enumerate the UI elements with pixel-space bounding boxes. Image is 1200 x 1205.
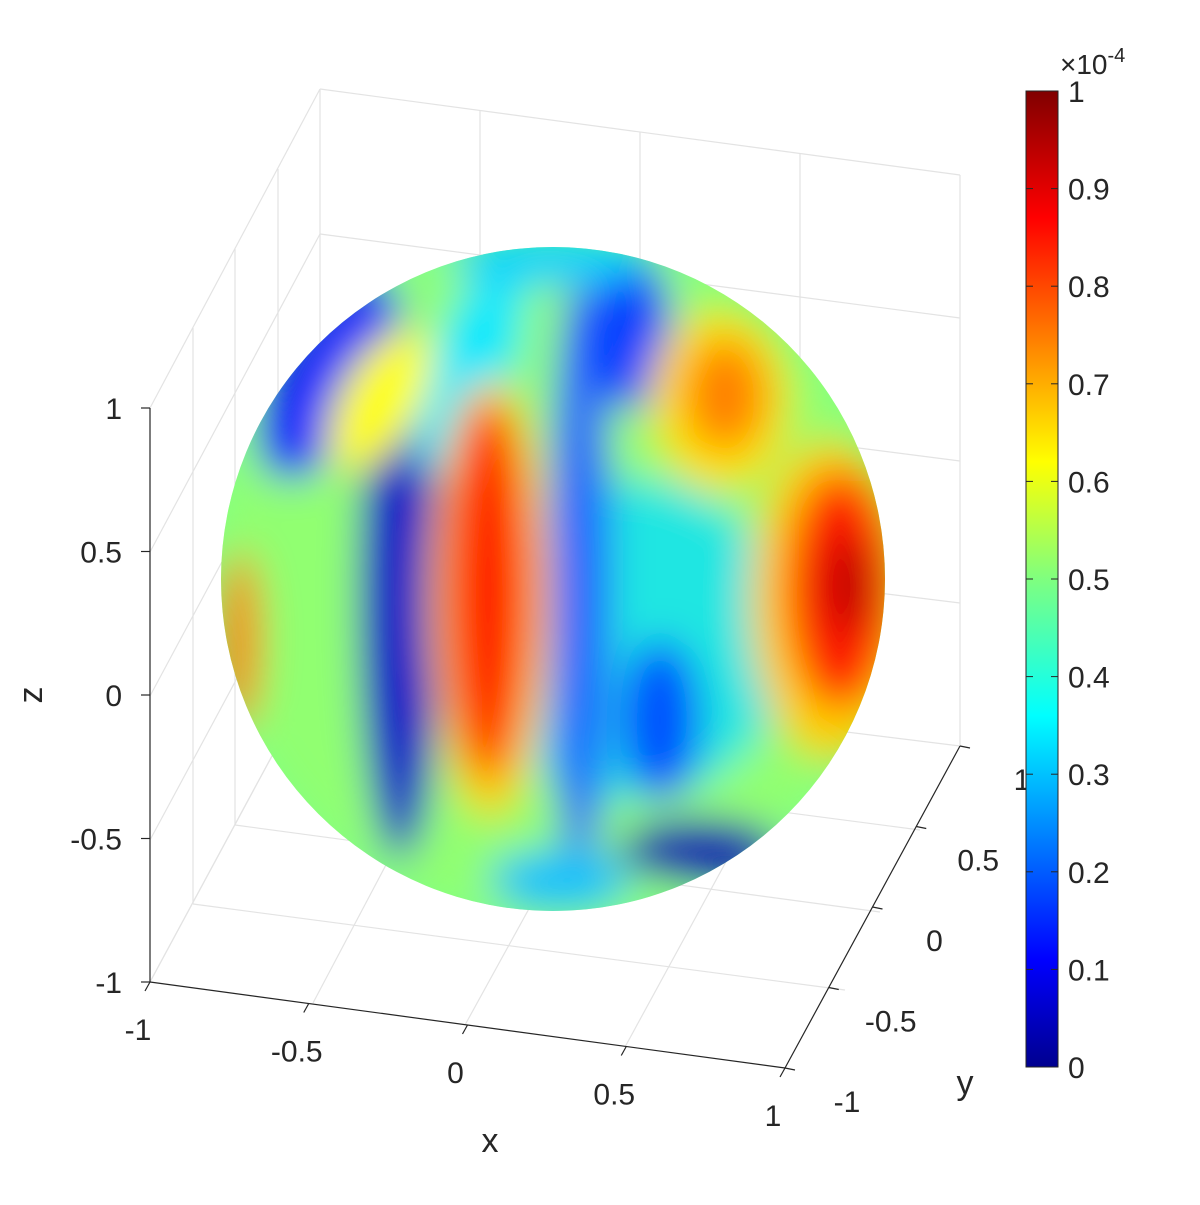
x-tick-label: 1 xyxy=(765,1100,782,1133)
y-tick-label: -0.5 xyxy=(865,1006,917,1039)
colorbar-tick-label: 0.9 xyxy=(1068,174,1110,207)
x-tick-mark xyxy=(620,1046,627,1056)
x-tick-mark xyxy=(779,1067,786,1078)
z-tick-label: -1 xyxy=(95,967,122,1000)
y-tick-label: 0.5 xyxy=(957,845,999,878)
y-tick-label: 0 xyxy=(926,925,943,958)
colorbar-tick-label: 0.7 xyxy=(1068,369,1110,402)
z-axis-label: z xyxy=(12,687,50,704)
y-tick-mark xyxy=(828,986,839,991)
y-tick-mark xyxy=(916,825,927,830)
colorbar-exponent: ×10-4 xyxy=(1060,45,1125,80)
colorbar-tick-label: 0.8 xyxy=(1068,271,1110,304)
sphere-surface xyxy=(221,247,885,911)
x-tick-label: 0.5 xyxy=(593,1079,635,1112)
y-tick-mark xyxy=(872,906,883,910)
x-tick-label: 0 xyxy=(447,1057,464,1090)
z-tick-label: -0.5 xyxy=(70,824,122,857)
colorbar-tick-label: 0.1 xyxy=(1068,954,1110,987)
y-axis-label: y xyxy=(957,1064,974,1102)
x-axis-label: x xyxy=(482,1122,499,1160)
x-tick-label: -1 xyxy=(125,1014,152,1047)
y-tick-label: -1 xyxy=(834,1086,861,1119)
z-tick-label: 0 xyxy=(105,680,122,713)
colorbar-tick-label: 0.4 xyxy=(1068,662,1110,695)
y-tick-mark xyxy=(784,1067,796,1071)
x-tick-mark xyxy=(303,1003,310,1013)
colorbar-tick-label: 0.2 xyxy=(1068,857,1110,890)
colorbar-tick-label: 1 xyxy=(1068,76,1085,109)
colorbar-tick-label: 0.6 xyxy=(1068,466,1110,499)
colorbar-tick-label: 0 xyxy=(1068,1052,1085,1085)
colorbar-tick-label: 0.3 xyxy=(1068,759,1110,792)
colorbar-tick-label: 0.5 xyxy=(1068,564,1110,597)
x-tick-label: -0.5 xyxy=(271,1036,323,1069)
z-tick-label: 0.5 xyxy=(80,537,122,570)
y-tick-mark xyxy=(959,745,971,749)
axis-ticks: -1-0.500.51-1-0.500.51 -1-0.500.51 xyxy=(70,393,1030,1133)
colorbar: 0 0.1 0.2 0.3 0.4 0.5 0.6 0.7 0.8 0.9 1 ×10-4 xyxy=(1025,45,1125,1085)
colorbar-ticks: 0 0.1 0.2 0.3 0.4 0.5 0.6 0.7 0.8 0.9 1 xyxy=(1026,76,1110,1085)
x-tick-mark xyxy=(144,981,151,992)
x-tick-mark xyxy=(461,1024,469,1035)
z-tick-label: 1 xyxy=(105,393,122,426)
